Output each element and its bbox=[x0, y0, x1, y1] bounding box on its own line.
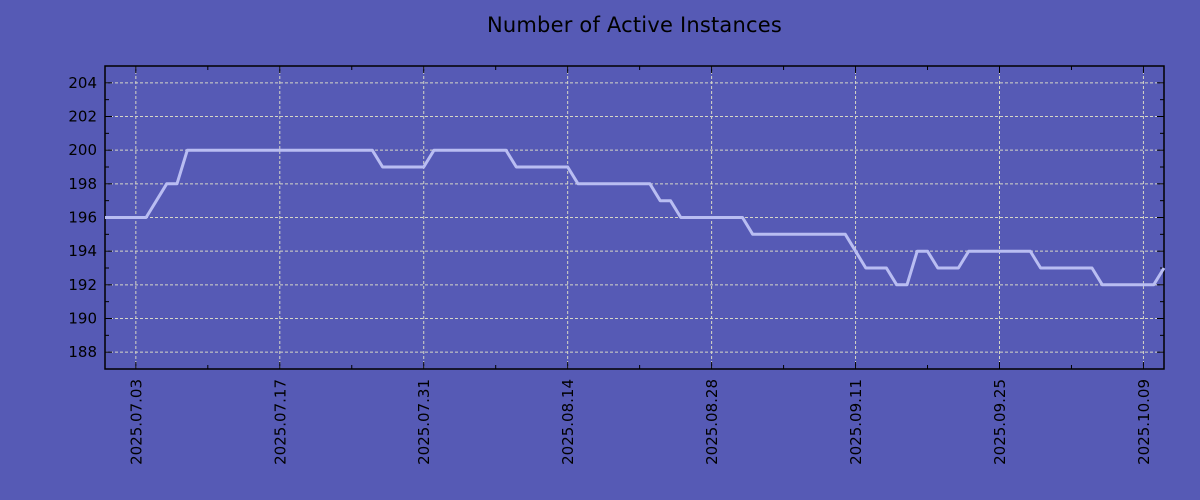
y-tick-label: 202 bbox=[68, 108, 97, 126]
x-tick-label: 2025.07.17 bbox=[271, 379, 289, 465]
x-tick-label: 2025.10.09 bbox=[1135, 379, 1153, 465]
x-tick-label: 2025.09.25 bbox=[991, 379, 1009, 465]
y-tick-label: 192 bbox=[68, 276, 97, 294]
x-tick-label: 2025.07.31 bbox=[415, 379, 433, 465]
x-tick-label: 2025.09.11 bbox=[847, 379, 865, 465]
x-tick-labels: 2025.07.03 2025.07.17 2025.07.31 2025.08.14… bbox=[127, 379, 1153, 465]
y-tick-label: 188 bbox=[68, 343, 97, 361]
chart-title: Number of Active Instances bbox=[486, 13, 783, 37]
y-tick-label: 198 bbox=[68, 175, 97, 193]
y-tick-label: 190 bbox=[68, 310, 97, 328]
y-tick-label: 204 bbox=[68, 74, 97, 92]
series-line bbox=[105, 148, 1166, 287]
y-tick-label: 200 bbox=[68, 141, 97, 159]
x-tick-label: 2025.07.03 bbox=[127, 379, 145, 465]
grid-lines bbox=[105, 66, 1164, 369]
y-tick-labels: 188 190 192 194 196 198 200 202 204 bbox=[68, 74, 97, 361]
y-tick-label: 196 bbox=[68, 209, 97, 227]
x-tick-label: 2025.08.28 bbox=[703, 379, 721, 465]
y-tick-label: 194 bbox=[68, 242, 97, 260]
x-tick-label: 2025.08.14 bbox=[559, 379, 577, 465]
